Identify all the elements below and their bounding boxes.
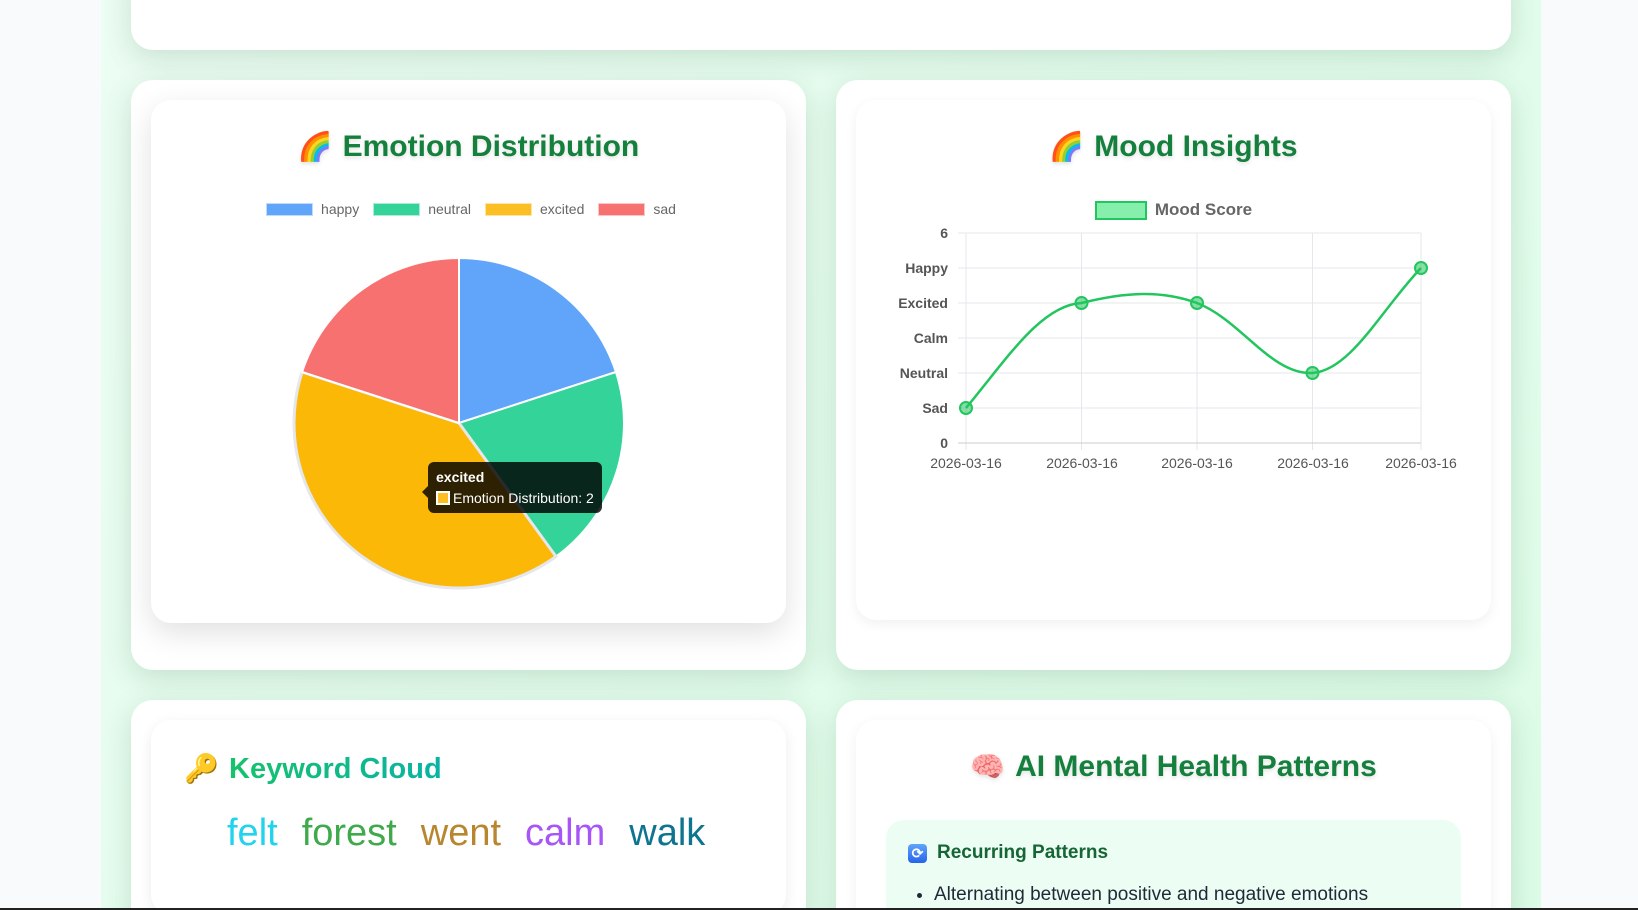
emotion-pie-chart[interactable] [291, 255, 631, 595]
data-point[interactable] [1305, 366, 1320, 380]
recurring-patterns-section: ⟳Recurring Patterns Alternating between … [886, 820, 1461, 910]
brain-icon: 🧠 [970, 751, 1006, 782]
keyword-list: felt forest went calm walk [227, 812, 705, 855]
mood-insights-title: 🌈 Mood Insights [1049, 130, 1298, 163]
legend-swatch [266, 202, 314, 216]
legend-item-happy[interactable]: happy [266, 201, 359, 217]
keyword[interactable]: calm [525, 812, 606, 854]
pattern-list: Alternating between positive and negativ… [934, 884, 1368, 906]
emotion-distribution-card: 🌈 Emotion Distribution happy neutral exci… [151, 100, 786, 623]
top-card [131, 0, 1511, 50]
data-point[interactable] [1074, 296, 1089, 310]
legend-swatch [373, 202, 421, 216]
line-legend: Mood Score [856, 200, 1491, 220]
pie-slice-happy[interactable] [458, 256, 618, 425]
pie-legend: happy neutral excited sad [251, 201, 691, 217]
pie-tooltip: excited Emotion Distribution: 2 [422, 462, 602, 513]
rainbow-icon: 🌈 [1049, 131, 1085, 162]
bottom-edge [0, 908, 1638, 910]
key-icon: 🔑 [184, 753, 219, 784]
pie-slice-sad[interactable] [300, 256, 460, 425]
recurring-patterns-heading: ⟳ Recurring Patterns [908, 842, 1108, 864]
refresh-icon: ⟳ [908, 843, 927, 863]
legend-item-sad[interactable]: sad [598, 201, 676, 217]
pie-slice-excited[interactable] [292, 370, 559, 590]
legend-item-excited[interactable]: excited [485, 201, 584, 217]
patterns-outer-card: 🧠 AI Mental Health Patterns ⟳ Recurring Pa… [836, 700, 1511, 910]
keyword[interactable]: felt [227, 812, 278, 854]
patterns-card: 🧠 AI Mental Health Patterns ⟳ Recurring Pa… [856, 720, 1491, 910]
patterns-title: 🧠 AI Mental Health Patterns [970, 750, 1377, 783]
mood-line-chart[interactable] [951, 230, 1431, 460]
keyword-cloud-outer-card: 🔑 Keyword Cloud felt forest went calm wa… [131, 700, 806, 910]
keyword[interactable]: went [420, 812, 502, 854]
legend-swatch [1094, 200, 1147, 220]
pattern-item: Alternating between positive and negativ… [934, 884, 1368, 906]
legend-item-mood-score[interactable]: Mood Score [1094, 200, 1252, 220]
legend-swatch [598, 202, 646, 216]
emotion-distribution-title: 🌈 Emotion Distribution [297, 130, 640, 163]
data-point[interactable] [959, 401, 973, 415]
legend-item-neutral[interactable]: neutral [373, 201, 471, 217]
keyword[interactable]: forest [301, 812, 397, 854]
legend-swatch [485, 202, 533, 216]
keyword-cloud-card: 🔑 Keyword Cloud felt forest went calm wa… [151, 720, 786, 910]
keyword[interactable]: walk [629, 812, 706, 854]
keyword-cloud-title: Keyword Cloud [229, 753, 442, 785]
mood-insights-outer-card: 🌈 Mood Insights Mood Score 6 Happy Excite… [836, 80, 1511, 670]
data-point[interactable] [1414, 261, 1428, 275]
tooltip-swatch [436, 491, 450, 505]
mood-insights-card: 🌈 Mood Insights Mood Score 6 Happy Excite… [856, 100, 1491, 620]
data-point[interactable] [1190, 296, 1204, 310]
emotion-distribution-outer-card: 🌈 Emotion Distribution happy neutral exci… [131, 80, 806, 670]
rainbow-icon: 🌈 [297, 131, 333, 162]
